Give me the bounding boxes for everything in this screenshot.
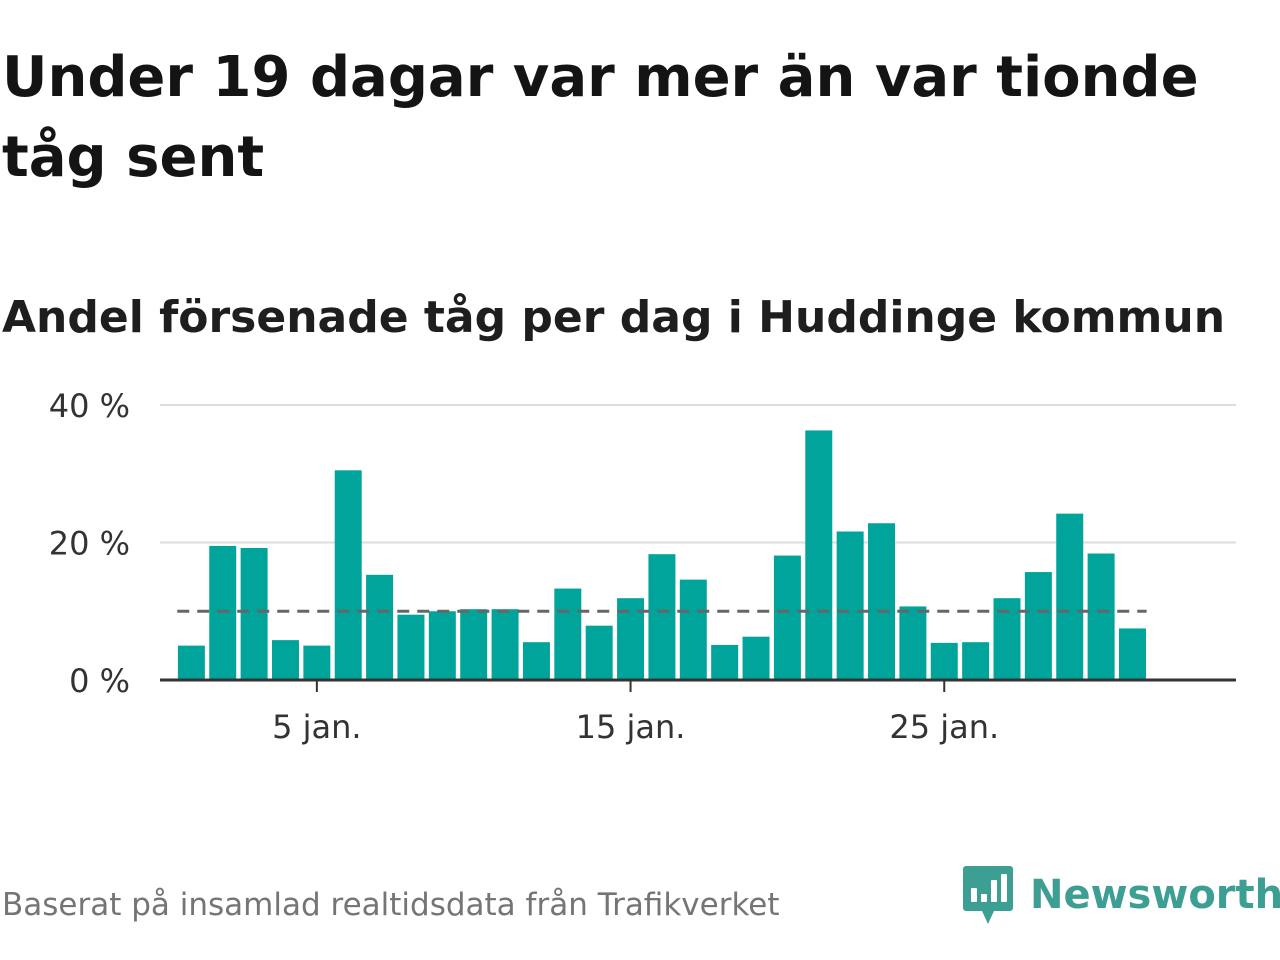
bar [773, 555, 801, 680]
brand-logo: Newsworthy [962, 860, 1280, 930]
bar [648, 554, 676, 680]
bar [1118, 628, 1146, 680]
brand-name: Newsworthy [1030, 872, 1280, 918]
bars [177, 430, 1146, 680]
bar [585, 625, 613, 680]
bar [209, 545, 237, 680]
y-tick-label: 40 % [49, 387, 130, 425]
bar [1024, 572, 1052, 680]
bar [460, 609, 488, 680]
bar [679, 579, 707, 680]
bar [303, 645, 331, 680]
bar [177, 645, 205, 680]
bar [428, 611, 456, 680]
axes: 0 % 20 % 40 % 5 jan. 15 jan. 25 jan. [49, 387, 1236, 746]
newsworthy-logo-icon [963, 866, 1013, 924]
bar [711, 644, 739, 680]
bar [491, 609, 519, 680]
bar [742, 636, 770, 680]
source-note: Baserat på insamlad realtidsdata från Tr… [2, 887, 780, 923]
bar [334, 470, 362, 680]
bar [836, 531, 864, 680]
bar [397, 614, 425, 680]
y-tick-label: 20 % [49, 525, 130, 563]
x-tick-label: 15 jan. [576, 708, 686, 746]
bar [805, 430, 833, 680]
bar [366, 574, 394, 680]
bar [240, 548, 268, 680]
bar [868, 523, 896, 680]
x-tick-label: 25 jan. [889, 708, 999, 746]
bar [522, 642, 550, 680]
bar-chart: 0 % 20 % 40 % 5 jan. 15 jan. 25 jan. [49, 387, 1236, 746]
x-tick-label: 5 jan. [272, 708, 361, 746]
chart-title: Under 19 dagar var mer än var tionde tåg… [2, 45, 1199, 190]
chart-subtitle: Andel försenade tåg per dag i Huddinge k… [2, 292, 1226, 343]
bar [271, 640, 299, 680]
bar [1087, 553, 1115, 680]
bar [554, 588, 582, 680]
bar [899, 606, 927, 680]
bar [962, 642, 990, 680]
y-tick-label: 0 % [69, 662, 130, 700]
bar [930, 642, 958, 680]
bar [1056, 513, 1084, 680]
